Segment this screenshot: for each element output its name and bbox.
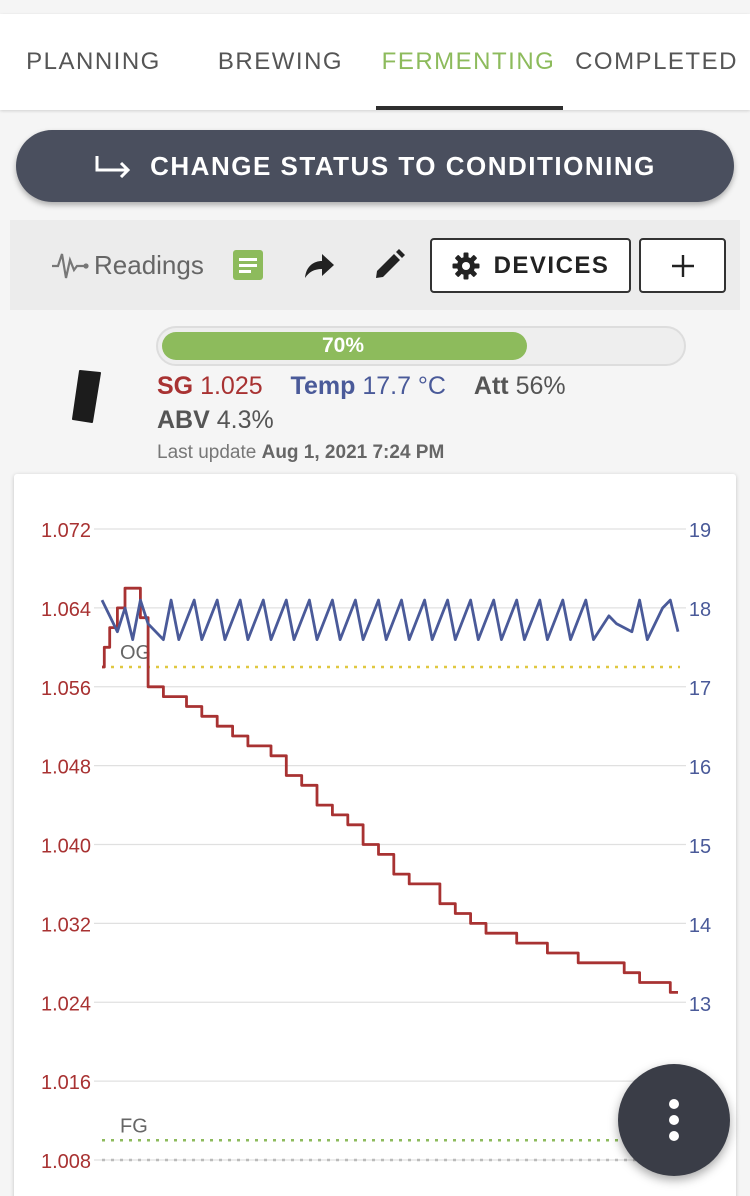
active-tab-indicator [376,106,563,110]
abv-label: ABV [157,406,210,434]
temp-series-line [100,598,680,641]
fermentation-progress-bar: 70% [156,326,686,366]
left-axis-tick-label: 1.024 [41,993,91,1015]
pulse-icon [52,253,89,279]
hydrometer-icon [72,370,101,423]
batch-toolbar: Readings DEVICES [10,220,740,310]
fg-label: FG [120,1115,148,1137]
share-icon[interactable] [302,248,336,282]
abv-line: ABV 4.3% [157,406,274,435]
right-axis-tick-label: 19 [689,520,711,542]
right-axis-tick-label: 17 [689,678,711,700]
sg-series-line [102,586,678,994]
readings-label: Readings [94,249,204,280]
notes-icon[interactable] [232,248,264,282]
change-status-label: CHANGE STATUS TO CONDITIONING [150,150,656,181]
left-axis-tick-label: 1.016 [41,1072,91,1094]
att-label: Att [473,372,509,400]
reading-stats-line: SG 1.025 Temp 17.7 °C Att 56% [157,372,566,401]
last-update-value: Aug 1, 2021 7:24 PM [261,442,445,463]
readings-chart: 1.072 1.064 1.056 1.048 1.040 1.032 1.024 1.016… [41,520,711,1173]
sg-label: SG [157,372,194,400]
tab-brewing[interactable]: BREWING [217,48,344,75]
plus-icon [671,254,694,277]
left-axis-tick-label: 1.008 [41,1151,91,1173]
left-axis-tick-label: 1.040 [41,836,91,858]
left-axis-tick-label: 1.032 [41,914,91,936]
temp-value: 17.7 °C [362,372,446,400]
more-vertical-icon-dot [669,1115,679,1125]
left-axis-tick-label: 1.072 [41,520,91,542]
pencil-icon[interactable] [372,248,406,282]
tab-planning[interactable]: PLANNING [26,48,161,75]
change-status-button[interactable]: CHANGE STATUS TO CONDITIONING [16,130,734,202]
readings-button[interactable]: Readings [50,248,204,282]
more-vertical-icon-dot [669,1099,679,1109]
progress-fill [162,332,527,360]
tab-completed[interactable]: COMPLETED [575,48,738,75]
abv-value: 4.3% [216,406,274,434]
devices-label: DEVICES [493,251,610,279]
right-axis-tick-label: 16 [689,757,711,779]
readings-chart-card: 1.072 1.064 1.056 1.048 1.040 1.032 1.024 1.016… [14,474,736,1196]
add-button[interactable] [639,238,726,293]
left-axis-tick-label: 1.048 [41,757,91,779]
left-axis-tick-label: 1.056 [41,678,91,700]
status-tabs: PLANNING BREWING FERMENTING COMPLETED [0,14,750,110]
progress-label: 70% [321,334,365,357]
right-axis-tick-label: 15 [689,836,711,858]
right-axis-tick-label: 13 [689,994,711,1016]
left-axis-tick-label: 1.064 [41,599,91,621]
last-update-label: Last update [157,442,257,463]
temp-label: Temp [290,372,356,400]
more-options-button[interactable] [618,1064,730,1176]
right-axis-tick-label: 18 [689,599,711,621]
gear-icon [452,252,480,279]
arrow-turn-right-icon [95,156,131,178]
og-label: OG [120,642,151,664]
tab-fermenting[interactable]: FERMENTING [381,48,556,75]
right-axis-tick-label: 14 [689,915,711,937]
last-update: Last update Aug 1, 2021 7:24 PM [157,442,444,464]
devices-button[interactable]: DEVICES [430,238,631,293]
more-vertical-icon-dot [669,1131,679,1141]
att-value: 56% [515,372,566,400]
sg-value: 1.025 [200,372,263,400]
